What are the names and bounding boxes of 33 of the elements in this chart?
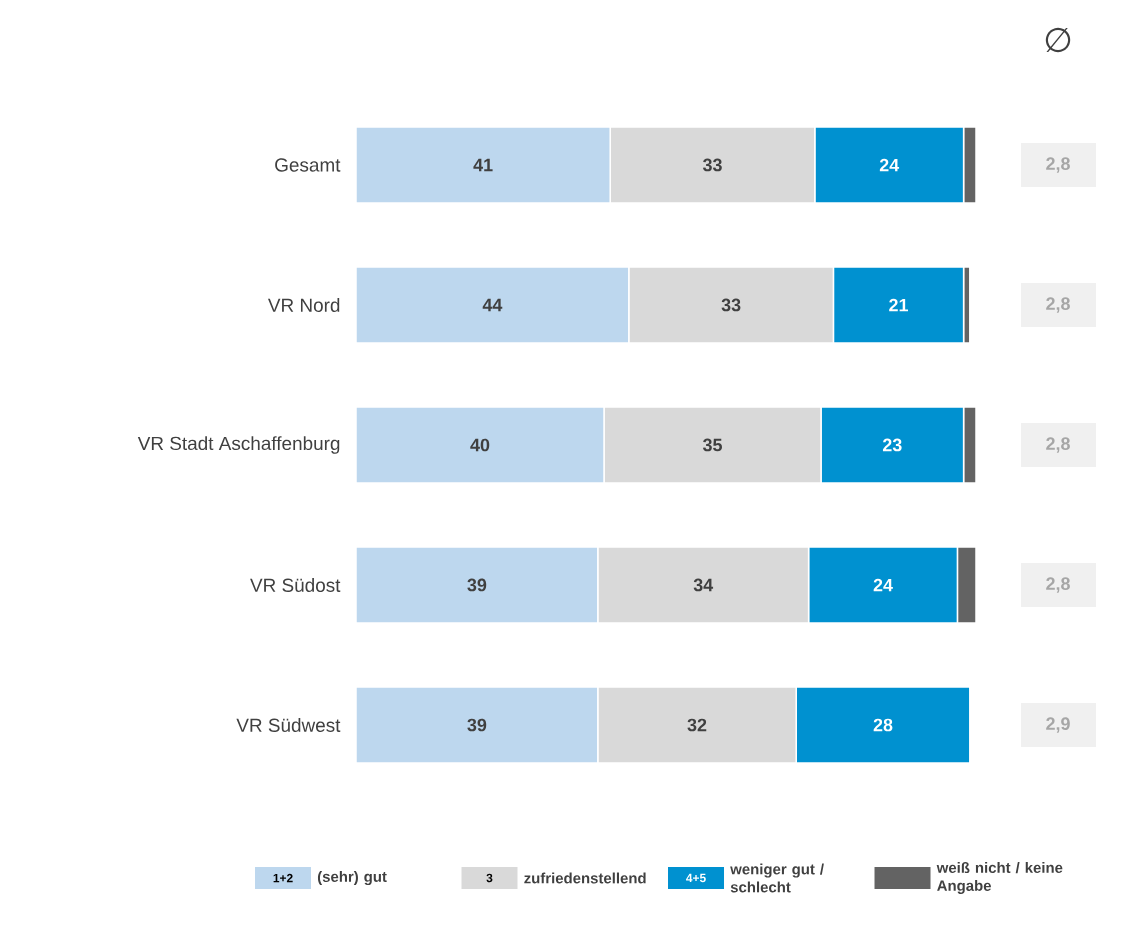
text: 2,8 — [1046, 157, 1070, 173]
text: 2,8 — [1046, 577, 1070, 593]
text: 2,9 — [1046, 717, 1070, 733]
data-label: 34 — [693, 578, 714, 592]
data-label: 35 — [702, 438, 722, 452]
data-label: 39 — [467, 718, 487, 732]
data-label: 33 — [721, 298, 741, 312]
legend-label: zufriedenstellend — [524, 872, 646, 884]
y-tick-label: Gesamt — [275, 158, 341, 172]
text: ∅ — [1045, 27, 1071, 53]
data-label: 33 — [702, 158, 722, 172]
legend-label: weiß nicht / keine Angabe — [936, 862, 1063, 894]
y-tick-label: VR Nord — [267, 298, 340, 312]
y-tick-label: VR Südost — [250, 578, 341, 592]
text: 3 — [486, 873, 493, 883]
data-label: 24 — [873, 578, 893, 592]
data-label: 21 — [889, 298, 908, 312]
legend-label: weniger gut / schlecht — [730, 863, 824, 893]
text: 2,8 — [1046, 297, 1070, 313]
text: 1+2 — [273, 873, 293, 883]
data-label: 23 — [882, 438, 902, 452]
data-label: 32 — [687, 718, 707, 732]
data-label: 24 — [879, 158, 900, 172]
text: 4+5 — [686, 873, 706, 883]
y-tick-label: VR Südwest — [236, 718, 341, 732]
data-label: 40 — [470, 438, 490, 452]
data-label: 41 — [473, 158, 493, 172]
data-label: 39 — [467, 578, 487, 592]
legend-label: (sehr) gut — [317, 871, 387, 885]
data-label: 28 — [873, 718, 893, 732]
y-tick-label: VR Stadt Aschaffenburg — [137, 436, 340, 454]
data-label: 44 — [482, 298, 503, 312]
text: 2,8 — [1046, 437, 1070, 453]
